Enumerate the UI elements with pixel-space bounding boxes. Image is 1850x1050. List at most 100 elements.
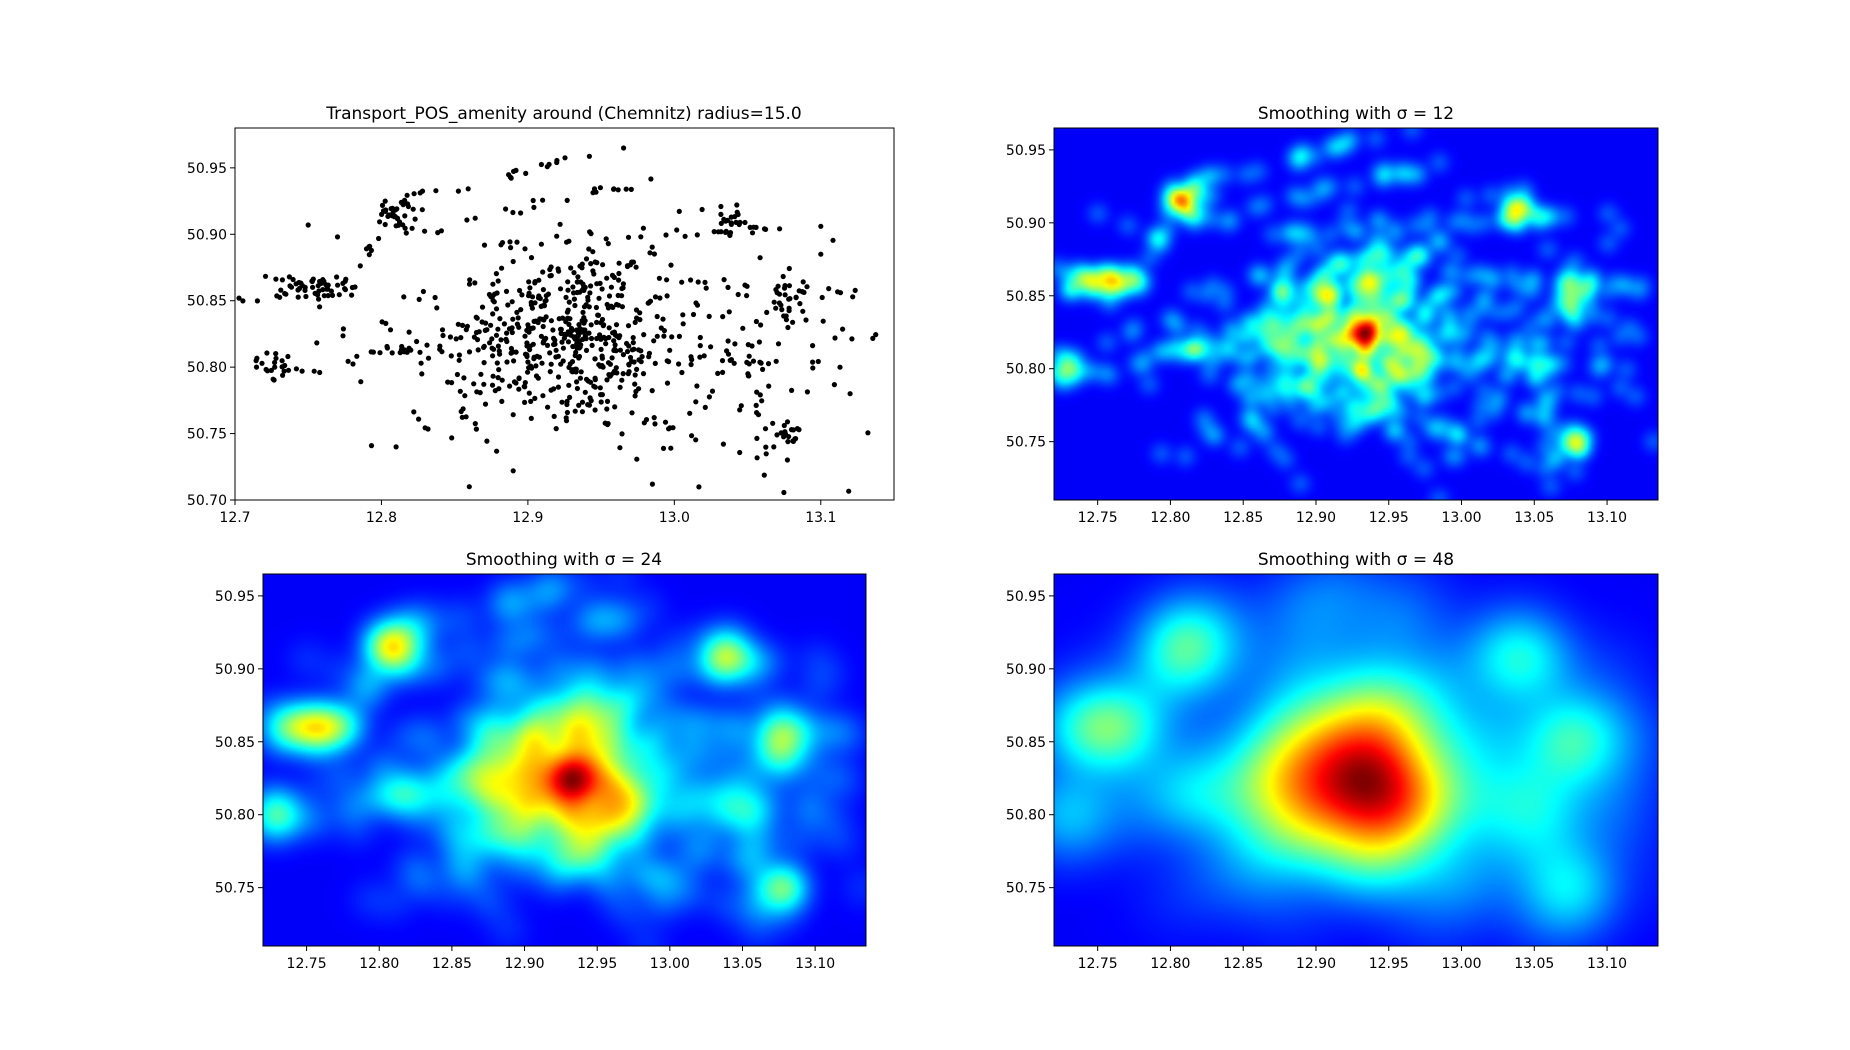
scatter-point bbox=[697, 343, 703, 349]
scatter-point bbox=[597, 385, 603, 391]
scatter-point bbox=[476, 329, 482, 335]
scatter-point bbox=[466, 484, 472, 490]
scatter-point bbox=[586, 402, 593, 408]
scatter-point bbox=[334, 274, 340, 280]
scatter-point bbox=[530, 341, 536, 347]
scatter-point bbox=[689, 433, 695, 439]
scatter-point bbox=[461, 375, 467, 381]
scatter-point bbox=[721, 277, 727, 283]
scatter-point bbox=[709, 388, 716, 394]
scatter-point bbox=[781, 434, 787, 440]
scatter-point bbox=[349, 292, 355, 298]
scatter-point bbox=[516, 324, 522, 330]
scatter-point bbox=[412, 216, 418, 222]
scatter-point bbox=[620, 352, 627, 358]
scatter-point bbox=[554, 159, 560, 166]
scatter-point bbox=[538, 241, 545, 247]
scatter-point bbox=[626, 362, 632, 368]
scatter-point bbox=[349, 284, 355, 291]
scatter-point bbox=[572, 408, 578, 414]
scatter-point bbox=[786, 265, 792, 272]
scatter-point bbox=[737, 407, 743, 413]
y-tick-label: 50.95 bbox=[1006, 589, 1046, 605]
scatter-point bbox=[640, 371, 647, 377]
scatter-point bbox=[531, 204, 537, 210]
scatter-point bbox=[632, 319, 638, 325]
scatter-point bbox=[667, 347, 673, 353]
scatter-point bbox=[514, 239, 520, 245]
scatter-point bbox=[565, 315, 571, 321]
scatter-point bbox=[302, 287, 308, 293]
scatter-point bbox=[454, 371, 460, 378]
scatter-point bbox=[556, 316, 562, 322]
scatter-point bbox=[529, 305, 536, 311]
scatter-point bbox=[693, 399, 699, 405]
scatter-point bbox=[507, 239, 513, 245]
scatter-point bbox=[583, 331, 589, 337]
scatter-point bbox=[314, 340, 320, 346]
scatter-point bbox=[445, 379, 451, 385]
scatter-point bbox=[403, 230, 409, 236]
x-tick-label: 12.9 bbox=[512, 510, 543, 526]
scatter-point bbox=[490, 281, 496, 287]
scatter-point bbox=[497, 316, 503, 322]
scatter-point bbox=[522, 399, 528, 405]
scatter-point bbox=[546, 161, 552, 167]
scatter-point bbox=[521, 383, 527, 390]
scatter-point bbox=[285, 367, 292, 373]
x-tick-label: 12.7 bbox=[219, 510, 250, 526]
scatter-point bbox=[555, 374, 562, 380]
scatter-point bbox=[633, 264, 639, 270]
scatter-point bbox=[616, 260, 622, 266]
scatter-point bbox=[482, 327, 488, 333]
scatter-point bbox=[631, 346, 637, 352]
scatter-point bbox=[321, 293, 327, 299]
y-tick-label: 50.75 bbox=[187, 427, 227, 443]
scatter-point bbox=[564, 197, 570, 203]
scatter-point bbox=[611, 274, 617, 280]
scatter-point bbox=[593, 304, 600, 311]
scatter-point bbox=[782, 292, 788, 298]
scatter-point bbox=[785, 324, 791, 331]
scatter-point bbox=[510, 209, 516, 216]
scatter-point bbox=[557, 221, 563, 227]
y-tick-label: 50.70 bbox=[187, 493, 227, 509]
scatter-point bbox=[567, 394, 573, 400]
scatter-point bbox=[299, 368, 305, 374]
scatter-point bbox=[340, 326, 346, 332]
scatter-point bbox=[633, 307, 640, 313]
scatter-point bbox=[456, 352, 462, 358]
scatter-point bbox=[513, 380, 519, 386]
scatter-point bbox=[279, 358, 285, 364]
scatter-point bbox=[606, 293, 613, 299]
scatter-point bbox=[738, 403, 744, 409]
scatter-point bbox=[753, 402, 759, 408]
scatter-point bbox=[522, 380, 528, 386]
x-tick-label: 12.80 bbox=[1150, 510, 1190, 526]
scatter-point bbox=[870, 335, 876, 341]
scatter-point bbox=[649, 244, 655, 250]
scatter-point bbox=[649, 388, 655, 394]
scatter-point bbox=[663, 232, 669, 238]
scatter-point bbox=[499, 377, 505, 383]
scatter-point bbox=[586, 246, 592, 252]
scatter-point bbox=[509, 329, 515, 336]
scatter-point bbox=[757, 392, 763, 398]
scatter-point bbox=[670, 425, 676, 431]
scatter-point bbox=[779, 307, 785, 313]
scatter-point bbox=[593, 189, 599, 195]
x-tick-label: 12.85 bbox=[1223, 956, 1263, 972]
scatter-point bbox=[597, 185, 604, 191]
scatter-point bbox=[320, 287, 326, 293]
scatter-point bbox=[305, 222, 311, 228]
scatter-point bbox=[482, 401, 489, 407]
y-tick-label: 50.80 bbox=[1006, 362, 1046, 378]
scatter-point bbox=[555, 353, 562, 359]
scatter-point bbox=[592, 377, 598, 383]
scatter-point bbox=[636, 357, 642, 363]
scatter-point bbox=[702, 404, 708, 410]
scatter-point bbox=[515, 315, 521, 321]
y-tick-label: 50.95 bbox=[215, 589, 255, 605]
scatter-point bbox=[551, 341, 557, 348]
heatmap-sigma-48-title: Smoothing with σ = 48 bbox=[1258, 550, 1454, 570]
